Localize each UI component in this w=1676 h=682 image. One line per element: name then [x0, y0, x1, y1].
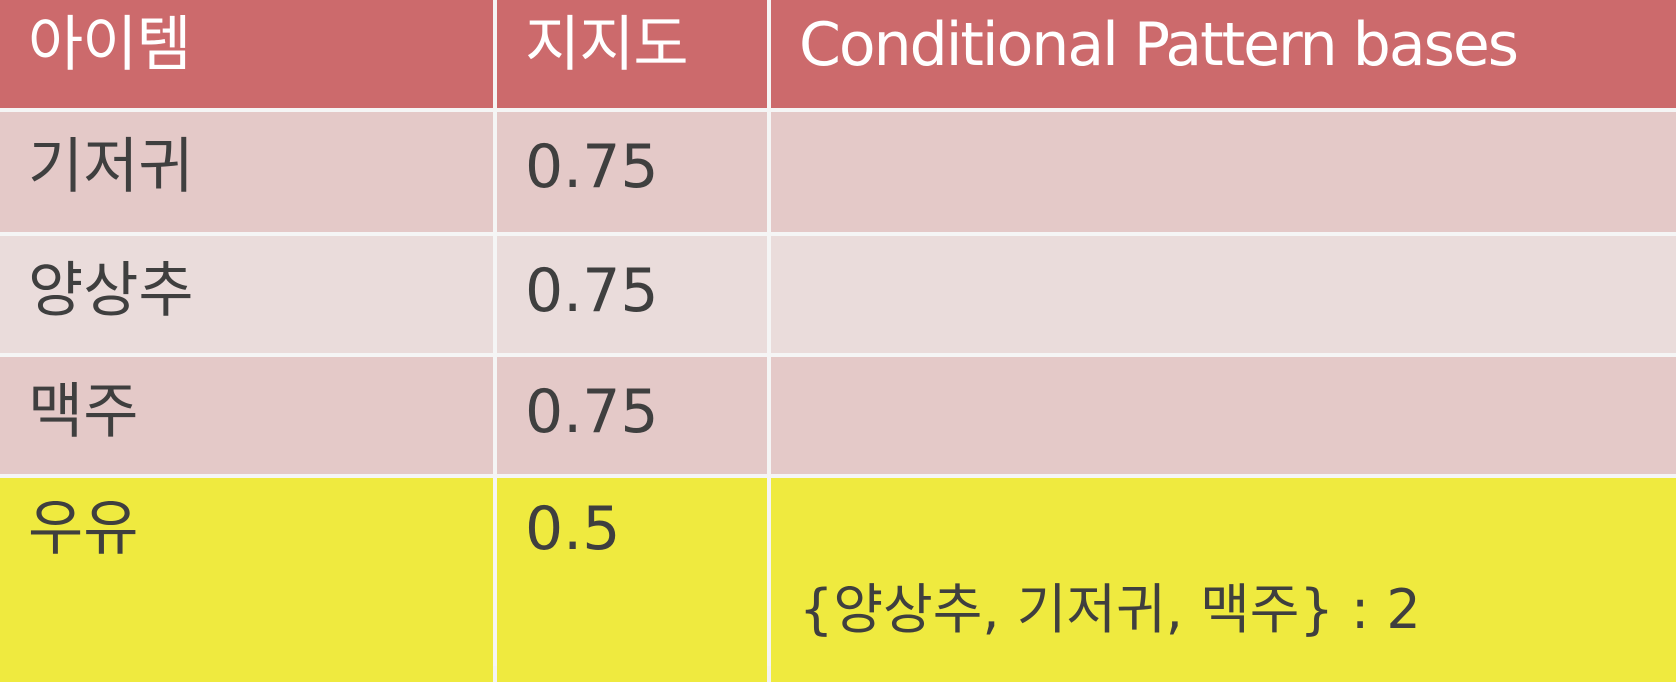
row-4-cpb: {양상추, 기저귀, 맥주} : 2 {기저귀} : 1 [771, 478, 1676, 682]
header-support: 지지도 [497, 0, 767, 108]
header-conditional-pattern-bases: Conditional Pattern bases [771, 0, 1676, 108]
row-4-cpb-line-1: {양상추, 기저귀, 맥주} : 2 [799, 578, 1421, 641]
row-3-cpb [771, 357, 1676, 474]
row-3-item: 맥주 [0, 357, 493, 474]
row-4-support: 0.5 [497, 478, 767, 682]
row-1-cpb [771, 112, 1676, 232]
row-4-item: 우유 [0, 478, 493, 682]
row-2-item: 양상추 [0, 236, 493, 353]
row-3-support: 0.75 [497, 357, 767, 474]
row-1-support: 0.75 [497, 112, 767, 232]
row-2-support: 0.75 [497, 236, 767, 353]
header-item: 아이템 [0, 0, 493, 108]
row-2-cpb [771, 236, 1676, 353]
row-1-item: 기저귀 [0, 112, 493, 232]
